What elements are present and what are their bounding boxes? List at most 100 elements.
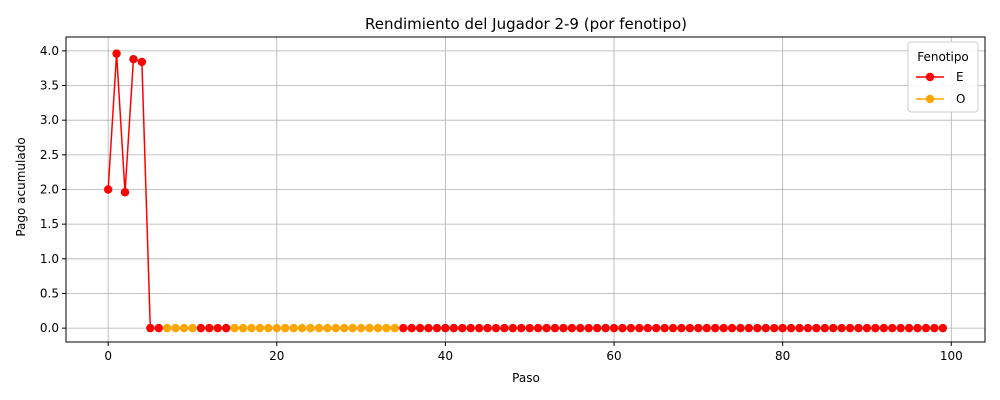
series-E: [103, 49, 948, 333]
data-point: [677, 323, 686, 333]
data-point: [795, 323, 804, 333]
legend-marker: [925, 94, 935, 104]
data-point: [533, 323, 543, 333]
data-point: [474, 323, 484, 333]
y-tick-label: 3.0: [40, 113, 59, 127]
data-point: [753, 323, 762, 333]
y-tick-label: 0.0: [40, 321, 59, 335]
y-axis: 0.0 0.5 1.0 1.5 2.0 2.5 3.0 3.5 4.0: [40, 44, 66, 335]
data-point: [879, 323, 889, 333]
data-point: [466, 323, 475, 333]
data-point: [567, 323, 577, 333]
data-point: [938, 323, 948, 333]
data-point: [896, 323, 905, 333]
data-point: [727, 323, 737, 333]
data-point: [323, 323, 332, 333]
data-point: [786, 323, 796, 333]
x-tick-label: 100: [940, 349, 963, 363]
data-point: [719, 323, 728, 333]
data-point: [770, 323, 779, 333]
x-tick-label: 40: [438, 349, 453, 363]
legend-marker: [925, 72, 935, 82]
data-point: [711, 323, 720, 333]
data-point: [660, 323, 669, 333]
plot-area: [103, 49, 948, 333]
data-point: [744, 323, 754, 333]
y-tick-label: 4.0: [40, 44, 59, 58]
data-point: [137, 57, 147, 67]
data-point: [812, 323, 821, 333]
data-point: [651, 323, 661, 333]
data-point: [314, 323, 324, 333]
legend-title: Fenotipo: [917, 50, 969, 64]
y-tick-label: 0.5: [40, 286, 59, 300]
data-point: [415, 323, 425, 333]
data-point: [188, 323, 197, 333]
legend: Fenotipo EO: [907, 41, 979, 113]
data-point: [542, 323, 551, 333]
data-point: [264, 323, 273, 333]
x-tick-label: 0: [104, 349, 112, 363]
data-point: [761, 323, 770, 333]
data-point: [517, 323, 526, 333]
data-point: [576, 323, 585, 333]
data-point: [272, 323, 281, 333]
data-point: [904, 323, 914, 333]
data-point: [424, 323, 433, 333]
data-point: [255, 323, 265, 333]
data-point: [205, 323, 214, 333]
data-point: [281, 323, 290, 333]
data-point: [162, 323, 172, 333]
data-point: [930, 323, 939, 333]
data-point: [888, 323, 897, 333]
data-point: [356, 323, 366, 333]
data-point: [340, 323, 349, 333]
data-point: [685, 323, 695, 333]
data-point: [778, 323, 787, 333]
data-point: [458, 323, 467, 333]
data-point: [921, 323, 931, 333]
chart-title: Rendimiento del Jugador 2-9 (por fenotip…: [365, 15, 687, 33]
x-axis-label: Paso: [512, 371, 540, 385]
data-point: [221, 323, 231, 333]
data-point: [643, 323, 652, 333]
data-point: [171, 323, 180, 333]
data-point: [829, 323, 838, 333]
data-point: [491, 323, 501, 333]
data-point: [196, 323, 206, 333]
y-tick-label: 1.5: [40, 217, 59, 231]
data-point: [432, 323, 442, 333]
data-point: [382, 323, 391, 333]
data-point: [525, 323, 534, 333]
data-point: [331, 323, 340, 333]
data-point: [668, 323, 678, 333]
x-axis: 0 20 40 60 80 100: [104, 342, 963, 363]
data-point: [179, 323, 189, 333]
y-tick-label: 1.0: [40, 252, 59, 266]
data-point: [820, 323, 830, 333]
data-point: [837, 323, 846, 333]
data-point: [845, 323, 855, 333]
x-tick-label: 80: [775, 349, 790, 363]
data-point: [449, 323, 459, 333]
data-point: [508, 323, 518, 333]
x-tick-label: 60: [606, 349, 621, 363]
data-point: [862, 323, 872, 333]
data-point: [390, 323, 400, 333]
data-point: [247, 323, 256, 333]
data-point: [483, 323, 492, 333]
data-point: [592, 323, 602, 333]
data-point: [913, 323, 922, 333]
data-point: [803, 323, 813, 333]
data-point: [348, 323, 357, 333]
data-point: [736, 323, 745, 333]
data-point: [399, 323, 408, 333]
data-point: [230, 323, 239, 333]
data-point: [373, 323, 383, 333]
y-tick-label: 2.5: [40, 148, 59, 162]
data-point: [609, 323, 619, 333]
y-axis-label: Pago acumulado: [14, 137, 28, 236]
data-point: [441, 323, 450, 333]
data-point: [550, 323, 560, 333]
data-point: [618, 323, 627, 333]
